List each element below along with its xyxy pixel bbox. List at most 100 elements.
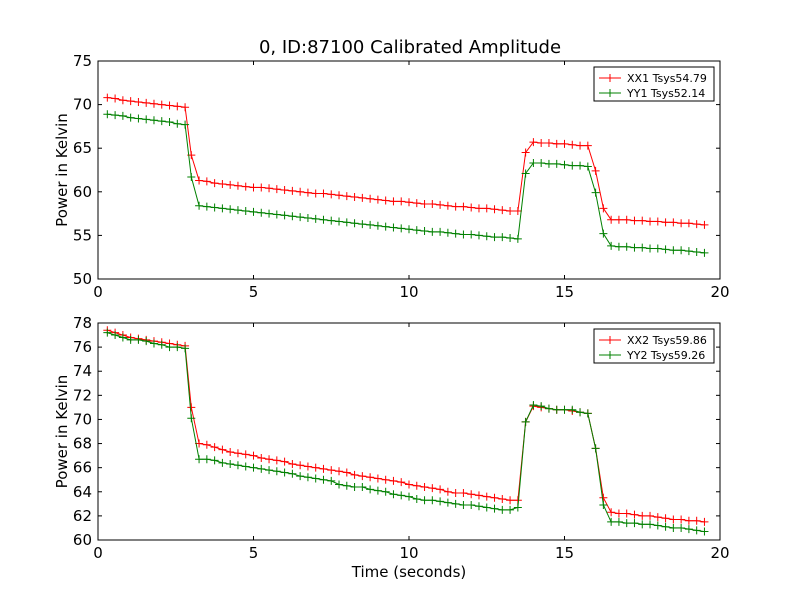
data-point [591,188,600,197]
data-point [568,140,577,149]
data-point [412,495,421,504]
data-point [700,248,709,257]
data-point [537,138,546,147]
data-point [165,101,174,110]
data-point [397,491,406,500]
data-point [436,227,445,236]
data-point [700,527,709,536]
data-point [677,523,686,532]
data-point [397,224,406,233]
data-point [111,111,120,120]
data-point [700,220,709,229]
data-point [249,463,258,472]
data-point [296,187,305,196]
data-point [537,159,546,168]
data-point [103,110,112,119]
data-point [513,206,522,215]
data-point [342,218,351,227]
data-point [288,186,297,195]
data-point [311,463,320,472]
data-point [202,202,211,211]
data-point [288,212,297,221]
data-point [210,443,219,452]
data-point [241,182,250,191]
data-point [576,161,585,170]
data-point [350,219,359,228]
data-point [226,460,235,469]
data-point [373,195,382,204]
data-point [661,522,670,531]
data-point [202,455,211,464]
data-point [677,246,686,255]
data-point [118,96,127,105]
data-point [103,93,112,102]
data-point [506,505,515,514]
x-tick-label: 20 [710,544,729,562]
legend-label: YY2 Tsys59.26 [626,349,705,362]
data-point [506,206,515,215]
data-point [195,176,204,185]
data-point [187,403,196,412]
data-point [622,519,631,528]
data-point [513,234,522,243]
data-point [646,520,655,529]
data-point [342,468,351,477]
data-point [381,487,390,496]
data-point [700,517,709,526]
data-point [405,480,413,489]
data-point [335,467,344,476]
data-point [498,495,507,504]
data-point [599,493,608,502]
data-point [544,404,553,413]
data-point [521,169,530,178]
data-point [692,516,701,525]
data-point [327,190,336,199]
data-point [366,473,375,482]
data-point [630,216,639,225]
data-point [241,462,250,471]
data-point [692,526,701,535]
data-point [451,488,460,497]
data-point [529,400,538,409]
data-point [677,515,686,524]
x-tick-label: 15 [555,283,574,301]
data-point [319,464,328,473]
data-point [210,456,219,465]
legend-label: XX2 Tsys59.86 [627,334,707,347]
data-point [195,201,204,210]
y-tick-label: 60 [73,183,92,201]
data-point [630,243,639,252]
data-point [684,247,693,256]
data-point [661,514,670,523]
data-point [103,328,112,337]
y-tick-label: 50 [73,270,92,288]
data-point [335,191,344,200]
data-point [443,487,452,496]
y-tick-label: 70 [73,96,92,114]
data-point [451,202,460,211]
data-point [451,499,460,508]
y-tick-label: 64 [73,483,92,501]
data-point [181,344,190,353]
data-point [692,247,701,256]
legend-marker [606,336,614,344]
y-tick-label: 74 [73,362,92,380]
x-tick-label: 10 [399,283,418,301]
y-axis-label: Power in Kelvin [53,375,71,489]
data-point [272,467,281,476]
data-point [661,245,670,254]
data-point [552,139,561,148]
data-point [233,181,242,190]
data-point [272,210,281,219]
bottom-axes: 0 5 10 15 20 60 62 64 66 68 70 72 74 76 78 Power in Kel… [53,314,730,581]
data-point [599,204,608,213]
data-point [607,517,616,526]
legend-marker [606,74,614,82]
data-point [157,340,166,349]
data-point [165,118,174,127]
data-point [111,331,120,340]
data-point [576,141,585,150]
data-point [366,220,375,229]
data-point [552,159,561,168]
data-point [583,162,592,171]
